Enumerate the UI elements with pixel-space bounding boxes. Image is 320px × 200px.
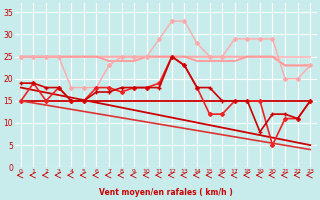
X-axis label: Vent moyen/en rafales ( km/h ): Vent moyen/en rafales ( km/h ) (99, 188, 232, 197)
